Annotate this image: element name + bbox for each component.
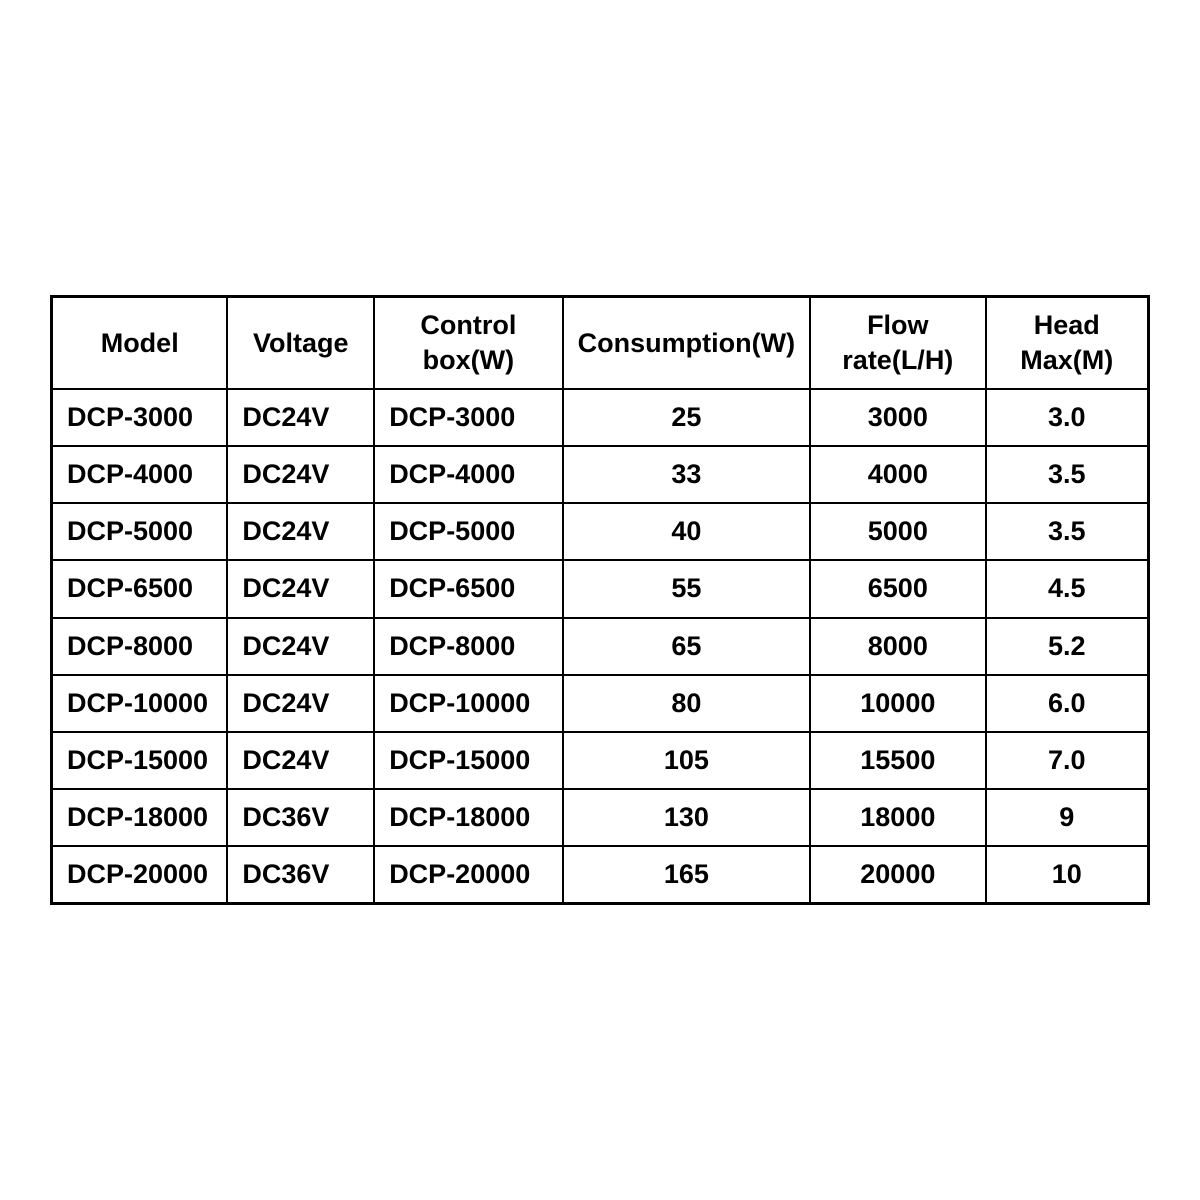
table-row: DCP-10000DC24VDCP-1000080100006.0 (52, 675, 1149, 732)
table-cell: 5.2 (986, 618, 1149, 675)
table-cell: 3.5 (986, 446, 1149, 503)
table-row: DCP-4000DC24VDCP-40003340003.5 (52, 446, 1149, 503)
table-row: DCP-5000DC24VDCP-50004050003.5 (52, 503, 1149, 560)
table-cell: DCP-3000 (52, 389, 228, 446)
table-cell: 80 (563, 675, 810, 732)
table-row: DCP-15000DC24VDCP-15000105155007.0 (52, 732, 1149, 789)
table-cell: DCP-18000 (374, 789, 562, 846)
table-cell: 5000 (810, 503, 985, 560)
table-row: DCP-3000DC24VDCP-30002530003.0 (52, 389, 1149, 446)
table-row: DCP-18000DC36VDCP-18000130180009 (52, 789, 1149, 846)
table-cell: 10000 (810, 675, 985, 732)
table-cell: DCP-8000 (374, 618, 562, 675)
table-cell: 9 (986, 789, 1149, 846)
col-header-head-max: Head Max(M) (986, 296, 1149, 389)
table-cell: DCP-5000 (52, 503, 228, 560)
table-cell: DCP-8000 (52, 618, 228, 675)
table-cell: 7.0 (986, 732, 1149, 789)
table-cell: 10 (986, 846, 1149, 904)
table-cell: 55 (563, 560, 810, 617)
col-header-model: Model (52, 296, 228, 389)
table-cell: DC24V (227, 675, 374, 732)
table-cell: DCP-18000 (52, 789, 228, 846)
table-cell: DCP-15000 (52, 732, 228, 789)
table-cell: 65 (563, 618, 810, 675)
table-cell: 8000 (810, 618, 985, 675)
table-cell: DCP-20000 (52, 846, 228, 904)
table-cell: DCP-3000 (374, 389, 562, 446)
table-cell: DC36V (227, 846, 374, 904)
table-cell: DCP-5000 (374, 503, 562, 560)
col-header-consumption: Consumption(W) (563, 296, 810, 389)
table-cell: 20000 (810, 846, 985, 904)
table-cell: DC24V (227, 560, 374, 617)
table-cell: DCP-15000 (374, 732, 562, 789)
table-cell: DCP-20000 (374, 846, 562, 904)
spec-table-wrapper: Model Voltage Control box(W) Consumption… (50, 295, 1150, 905)
col-header-control-box: Control box(W) (374, 296, 562, 389)
table-cell: 6500 (810, 560, 985, 617)
table-cell: DCP-6500 (52, 560, 228, 617)
table-cell: 3000 (810, 389, 985, 446)
spec-table: Model Voltage Control box(W) Consumption… (50, 295, 1150, 905)
table-cell: DCP-6500 (374, 560, 562, 617)
table-cell: DC24V (227, 618, 374, 675)
table-header-row: Model Voltage Control box(W) Consumption… (52, 296, 1149, 389)
table-cell: DCP-10000 (374, 675, 562, 732)
table-cell: 33 (563, 446, 810, 503)
col-header-flow-rate: Flow rate(L/H) (810, 296, 985, 389)
table-cell: DC24V (227, 446, 374, 503)
table-cell: 6.0 (986, 675, 1149, 732)
table-cell: 3.0 (986, 389, 1149, 446)
table-cell: DCP-4000 (52, 446, 228, 503)
table-row: DCP-6500DC24VDCP-65005565004.5 (52, 560, 1149, 617)
table-cell: DC24V (227, 389, 374, 446)
table-cell: DC36V (227, 789, 374, 846)
table-cell: DC24V (227, 503, 374, 560)
table-row: DCP-8000DC24VDCP-80006580005.2 (52, 618, 1149, 675)
table-cell: 25 (563, 389, 810, 446)
table-cell: 40 (563, 503, 810, 560)
table-cell: 4000 (810, 446, 985, 503)
table-cell: 105 (563, 732, 810, 789)
table-cell: DCP-4000 (374, 446, 562, 503)
table-body: DCP-3000DC24VDCP-30002530003.0DCP-4000DC… (52, 389, 1149, 903)
table-row: DCP-20000DC36VDCP-200001652000010 (52, 846, 1149, 904)
table-cell: 3.5 (986, 503, 1149, 560)
table-cell: DC24V (227, 732, 374, 789)
col-header-voltage: Voltage (227, 296, 374, 389)
table-cell: DCP-10000 (52, 675, 228, 732)
table-cell: 165 (563, 846, 810, 904)
table-cell: 130 (563, 789, 810, 846)
table-cell: 15500 (810, 732, 985, 789)
table-cell: 4.5 (986, 560, 1149, 617)
table-cell: 18000 (810, 789, 985, 846)
